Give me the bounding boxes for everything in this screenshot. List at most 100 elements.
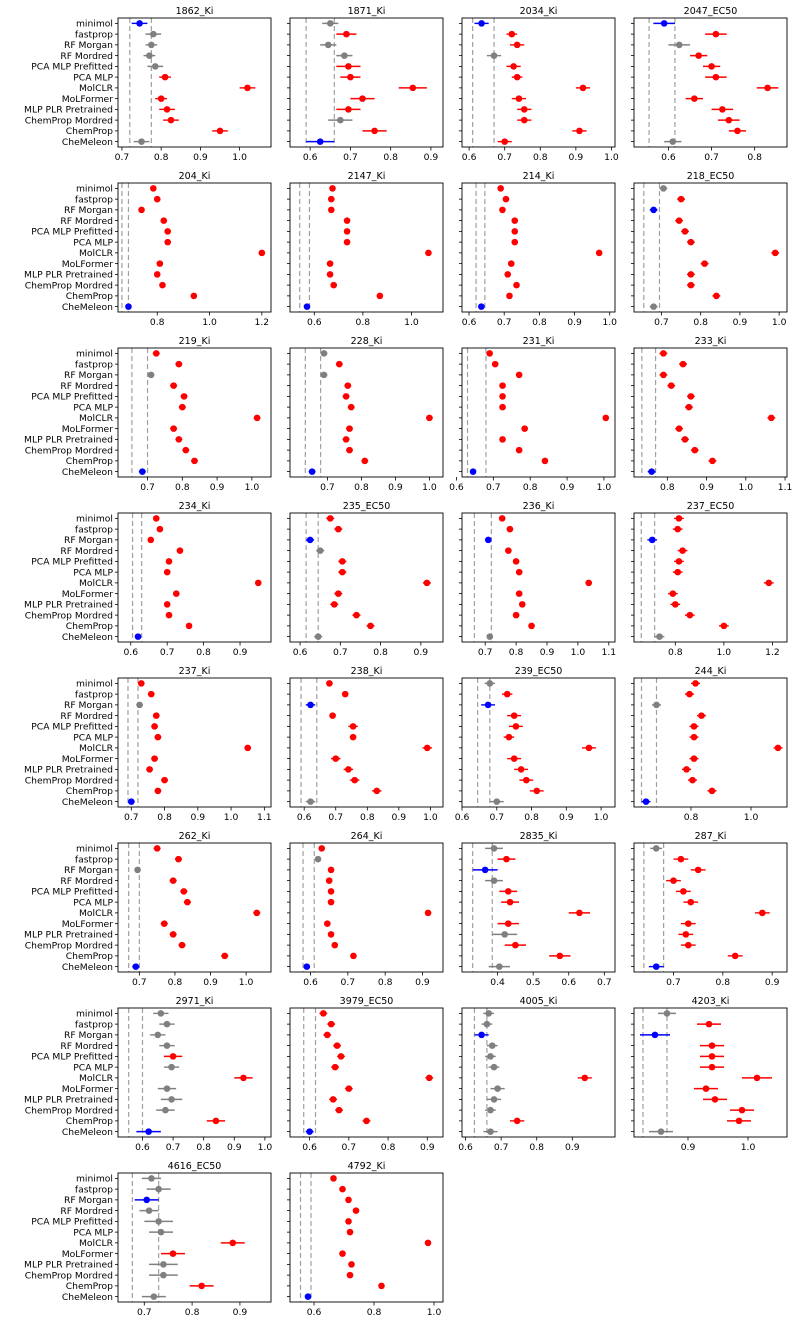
data-point-molformer [169, 1250, 177, 1257]
data-point-fastprop [679, 360, 687, 368]
data-point-chemeleon [125, 303, 132, 310]
data-point-molformer [515, 590, 523, 597]
x-tick-label: 0.9 [765, 977, 780, 988]
y-tick-label: RF Morgan [64, 40, 113, 51]
x-tick-label: 0.9 [559, 812, 574, 823]
x-tick-label: 0.8 [150, 317, 165, 328]
data-point-pca-mlp-prefitted [345, 63, 352, 70]
data-point-fastprop [491, 360, 499, 368]
data-point-rf-mordred [511, 217, 519, 224]
axes-frame [289, 1172, 444, 1303]
subplot-2147_Ki: 2147_Ki 0.6 0.8 1.0 [287, 171, 444, 328]
data-point-chemprop-mordred [160, 1271, 167, 1279]
x-tick-label: 0.6 [561, 977, 576, 988]
data-point-fastprop [502, 195, 510, 203]
data-point-rf-morgan [136, 701, 143, 709]
subplot-233_Ki: 233_Ki 0.8 0.9 1.0 1.1 [631, 336, 792, 493]
data-point-chemeleon [139, 468, 146, 475]
data-point-rf-morgan [648, 536, 656, 544]
y-tick-label: fastprop [75, 524, 113, 535]
axes-frame [289, 1007, 444, 1138]
subplot-title: 2835_Ki [520, 831, 558, 842]
data-point-rf-morgan [345, 1196, 352, 1204]
data-point-chemprop-mordred [689, 776, 696, 784]
data-point-mlp-plr-pretrained [499, 436, 506, 443]
data-point-rf-mordred [695, 52, 702, 59]
subplot-title: 262_Ki [179, 831, 211, 842]
data-point-chemprop [556, 952, 564, 960]
data-point-rf-mordred [670, 877, 677, 884]
y-tick-label: CheMeleon [62, 302, 113, 313]
y-tick-label: minimol [76, 1174, 113, 1185]
x-tick-label: 0.8 [660, 482, 675, 493]
x-tick-label: 0.7 [494, 1142, 509, 1153]
y-tick-label: ChemProp [66, 1116, 113, 1127]
data-point-mlp-plr-pretrained [326, 271, 334, 278]
data-point-minimol [663, 1010, 671, 1017]
data-point-chemeleon [656, 633, 663, 640]
y-tick-label: CheMeleon [62, 467, 113, 478]
x-tick-label: 0.8 [716, 977, 731, 988]
y-tick-label: CheMeleon [62, 632, 113, 643]
data-point-molclr [768, 414, 775, 422]
data-point-mlp-plr-pretrained [671, 601, 679, 608]
data-point-pca-mlp [349, 733, 357, 741]
data-point-pca-mlp-prefitted [512, 723, 520, 730]
data-point-chemprop-mordred [487, 1106, 494, 1114]
data-point-minimol [330, 1175, 337, 1182]
data-point-pca-mlp [168, 1063, 175, 1071]
subplot-title: 4792_Ki [348, 1161, 386, 1172]
data-point-mlp-plr-pretrained [681, 436, 689, 443]
x-tick-label: 1.0 [602, 317, 617, 328]
y-tick-label: MolCLR [79, 578, 114, 589]
x-tick-label: 0.8 [533, 152, 548, 163]
y-tick-label: PCA MLP Prefitted [31, 1217, 113, 1228]
y-tick-label: RF Mordred [60, 51, 113, 62]
x-tick-label: 0.7 [320, 482, 335, 493]
x-tick-label: 0.9 [733, 317, 748, 328]
data-point-molclr [774, 744, 782, 752]
data-point-chemeleon [145, 1128, 152, 1135]
subplot-title: 218_EC50 [687, 171, 735, 182]
data-point-molclr [581, 1074, 589, 1082]
data-point-chemprop-mordred [346, 446, 353, 454]
data-point-mlp-plr-pretrained [719, 106, 726, 113]
data-point-molformer [160, 920, 168, 927]
x-tick-label: 0.7 [597, 977, 612, 988]
y-tick-label: MolCLR [79, 1073, 114, 1084]
data-point-rf-mordred [343, 217, 351, 224]
data-point-chemprop [713, 292, 720, 300]
x-tick-label: 0.6 [462, 317, 477, 328]
subplot-title: 204_Ki [179, 171, 211, 182]
data-point-pca-mlp-prefitted [675, 558, 683, 565]
data-point-molclr [426, 414, 433, 422]
x-tick-label: 0.6 [123, 647, 138, 658]
data-point-mlp-plr-pretrained [520, 106, 528, 113]
subplot-236_Ki: 236_Ki 0.7 0.8 0.9 1.0 1.1 [459, 501, 616, 658]
y-tick-label: minimol [76, 349, 113, 360]
y-tick-label: MoLFormer [62, 94, 113, 105]
data-point-fastprop [503, 855, 510, 863]
x-tick-label: 1.0 [224, 812, 239, 823]
data-point-pca-mlp-prefitted [343, 228, 351, 235]
y-tick-label: MLP PLR Pretrained [24, 1095, 113, 1106]
data-point-mlp-plr-pretrained [163, 106, 171, 113]
x-tick-label: 0.7 [497, 317, 512, 328]
x-tick-label: 0.9 [699, 482, 714, 493]
data-point-molformer [324, 920, 331, 927]
y-tick-label: PCA MLP Prefitted [31, 62, 113, 73]
data-point-rf-mordred [341, 52, 348, 59]
data-point-molclr [240, 1074, 247, 1082]
data-point-chemprop [376, 292, 384, 300]
data-point-molclr [254, 579, 262, 587]
y-tick-label: PCA MLP Prefitted [31, 392, 113, 403]
data-point-pca-mlp-prefitted [169, 1053, 177, 1060]
data-point-fastprop [163, 1020, 171, 1028]
data-point-molformer [510, 755, 518, 762]
data-point-molclr [579, 84, 587, 92]
y-tick-label: MLP PLR Pretrained [24, 435, 113, 446]
data-point-minimol [318, 845, 326, 852]
data-point-chemprop-mordred [335, 1106, 343, 1114]
data-point-chemprop [528, 622, 535, 630]
subplot-title: 2971_Ki [176, 996, 214, 1007]
